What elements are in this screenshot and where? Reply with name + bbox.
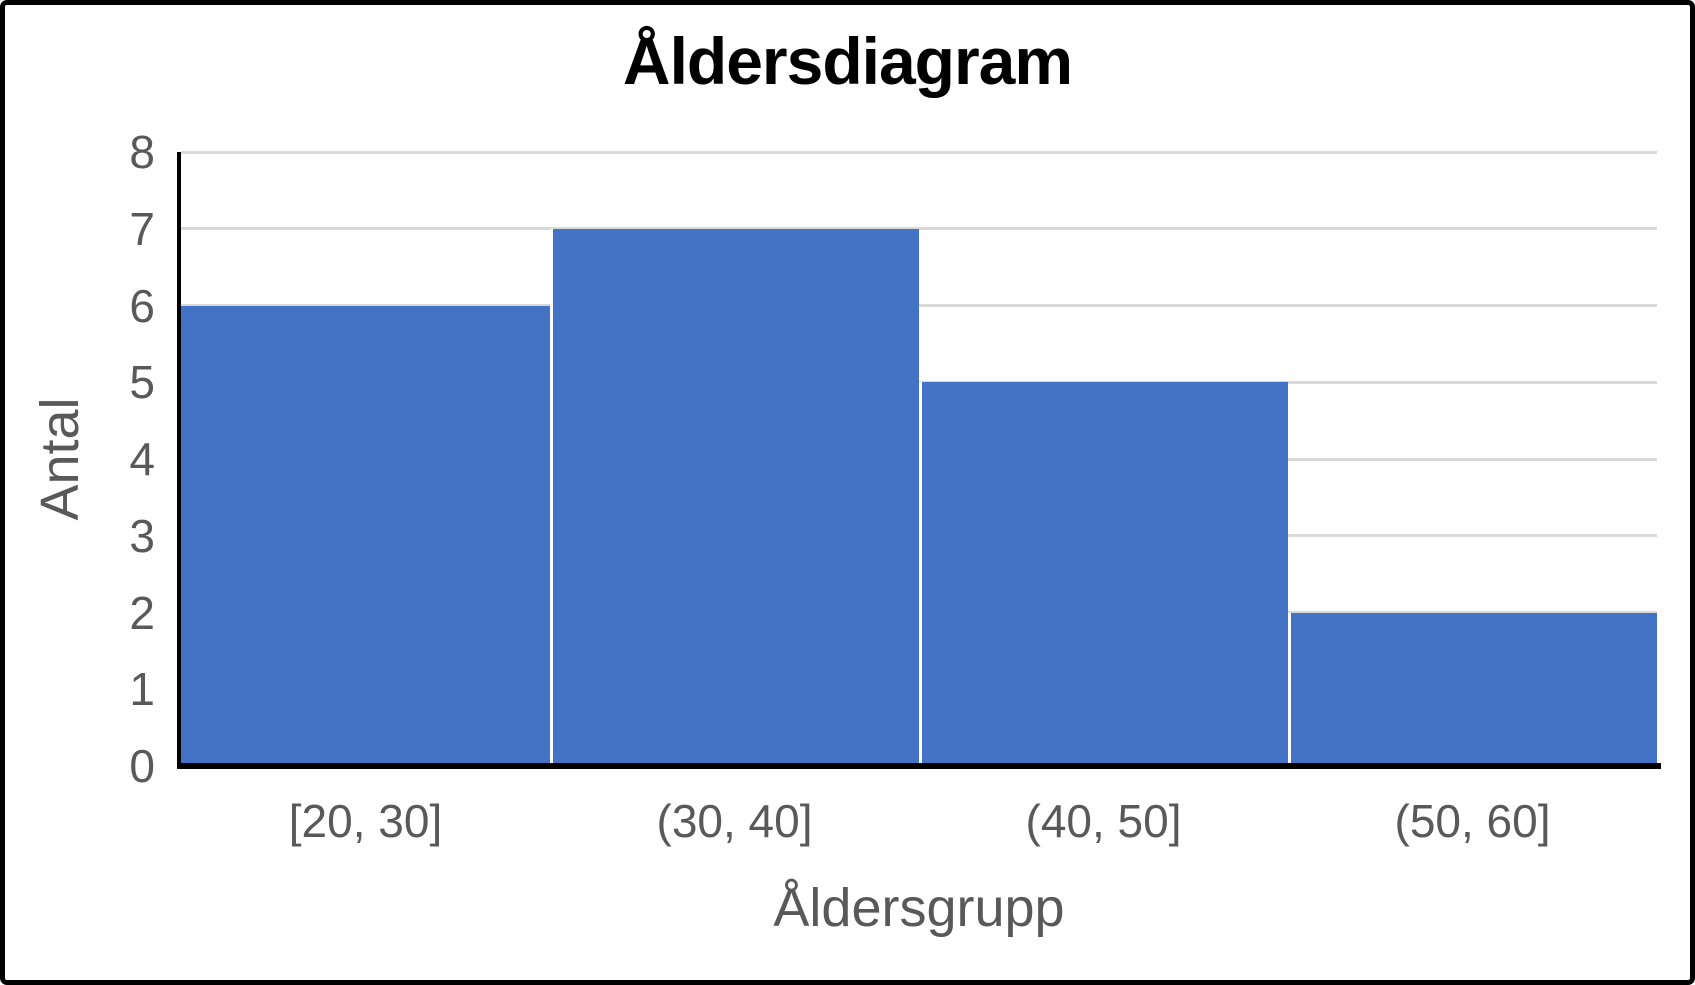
y-tick-label-7: 7 xyxy=(129,202,155,255)
histogram-bar-3 xyxy=(919,382,1288,766)
y-tick-label-4: 4 xyxy=(129,433,155,485)
y-tick-label-3: 3 xyxy=(129,509,155,562)
y-tick-label-0: 0 xyxy=(129,740,155,792)
gridline-y6 xyxy=(181,304,1657,307)
x-tick-label-1: [20, 30] xyxy=(288,795,443,847)
x-tick-label-3: (40, 50] xyxy=(1025,795,1182,847)
histogram-bar-4 xyxy=(1288,612,1657,766)
histogram-bar-2 xyxy=(550,228,919,766)
y-tick-label-1: 1 xyxy=(129,663,155,716)
y-axis-line xyxy=(177,152,181,769)
x-tick-label-4: (50, 60] xyxy=(1394,795,1551,847)
gridline-y7 xyxy=(181,227,1657,231)
y-tick-label-2: 2 xyxy=(129,586,155,639)
histogram-bar-1 xyxy=(181,305,550,766)
x-axis-line xyxy=(177,763,1661,769)
y-tick-label-8: 8 xyxy=(129,126,155,178)
chart-title: Åldersdiagram xyxy=(622,24,1073,98)
gridline-y8 xyxy=(181,150,1657,154)
x-tick-label-2: (30, 40] xyxy=(656,795,813,847)
plot-area xyxy=(181,150,1657,766)
x-axis-title: Åldersgrupp xyxy=(773,878,1065,938)
y-tick-label-6: 6 xyxy=(129,279,155,332)
y-tick-label-5: 5 xyxy=(129,356,155,409)
